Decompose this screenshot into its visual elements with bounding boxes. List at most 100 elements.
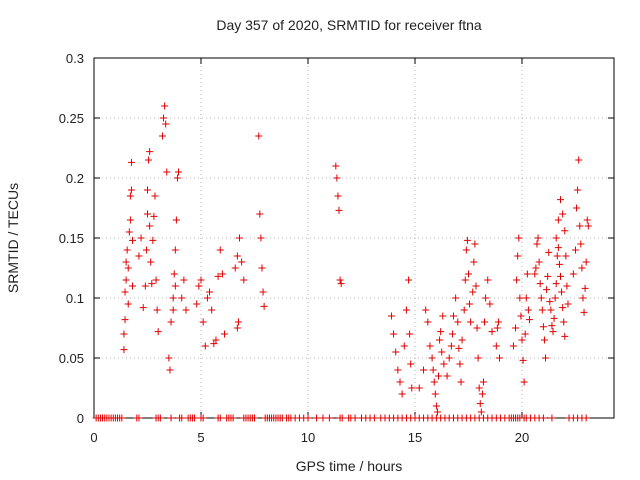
data-point [454, 318, 462, 326]
data-point [569, 270, 577, 278]
data-point [173, 174, 181, 182]
data-point [147, 258, 155, 266]
data-point [430, 378, 438, 386]
data-point [145, 156, 153, 164]
data-point [407, 360, 415, 368]
data-point [426, 342, 434, 350]
data-point [405, 276, 413, 284]
data-point [452, 294, 460, 302]
data-point [122, 276, 130, 284]
data-point [548, 322, 556, 330]
data-point [552, 280, 560, 288]
data-point [450, 312, 458, 320]
data-point [258, 264, 266, 272]
data-point [563, 282, 571, 290]
data-point [484, 276, 492, 284]
data-point [139, 304, 147, 312]
baseline-point [199, 414, 207, 422]
data-point [514, 252, 522, 260]
data-point [125, 228, 133, 236]
data-point [180, 276, 188, 284]
data-point [564, 300, 572, 308]
data-point [129, 236, 137, 244]
data-point [547, 306, 555, 314]
data-point [127, 158, 135, 166]
data-point [408, 384, 416, 392]
data-point [544, 272, 552, 280]
data-point [576, 222, 584, 230]
data-point [121, 316, 129, 324]
data-point [332, 162, 340, 170]
data-point [231, 264, 239, 272]
data-point [135, 252, 143, 260]
data-point [456, 360, 464, 368]
axis-tick-labels: 0 5 10 15 20 0 0.05 0.1 0.15 0.2 0.25 0.3 [59, 51, 530, 445]
data-point [518, 336, 526, 344]
data-point [208, 306, 216, 314]
data-point [445, 354, 453, 362]
data-point [146, 148, 154, 156]
y-tick-label: 0.2 [66, 171, 84, 186]
data-point [178, 294, 186, 302]
data-point [476, 400, 484, 408]
data-point [496, 354, 504, 362]
data-point [161, 102, 169, 110]
data-point [551, 294, 559, 302]
data-point [255, 132, 263, 140]
data-point [334, 192, 342, 200]
data-point [474, 354, 482, 362]
data-point [509, 342, 517, 350]
baseline-point [135, 414, 143, 422]
data-point [172, 216, 180, 224]
baseline-point [370, 414, 378, 422]
data-point [537, 294, 545, 302]
data-point [238, 258, 246, 266]
data-point [233, 324, 241, 332]
data-point [394, 366, 402, 374]
data-point [126, 216, 134, 224]
y-tick-label: 0.25 [59, 111, 84, 126]
data-point [486, 300, 494, 308]
data-point [549, 328, 557, 336]
data-point [218, 270, 226, 278]
data-point [463, 236, 471, 244]
baseline-point [191, 414, 199, 422]
data-point [533, 240, 541, 248]
data-point [257, 234, 265, 242]
data-point [256, 210, 264, 218]
data-point [221, 330, 229, 338]
data-point [122, 258, 130, 266]
data-point [575, 156, 583, 164]
data-point [400, 342, 408, 350]
data-point [584, 222, 592, 230]
data-point [160, 114, 168, 122]
data-point [462, 246, 470, 254]
data-point [464, 270, 472, 278]
data-point [392, 348, 400, 356]
x-tick-label: 5 [197, 430, 204, 445]
data-point [554, 216, 562, 224]
data-point [458, 336, 466, 344]
data-point [167, 318, 175, 326]
data-point [557, 196, 565, 204]
data-point [539, 323, 547, 331]
data-point [545, 248, 553, 256]
data-point [532, 264, 540, 272]
data-point [234, 318, 242, 326]
data-point [538, 306, 546, 314]
data-point [553, 252, 561, 260]
data-point [406, 330, 414, 338]
data-point [203, 294, 211, 302]
data-point [170, 270, 178, 278]
grid-lines [94, 58, 614, 418]
data-point [582, 258, 590, 266]
y-tick-label: 0.1 [66, 291, 84, 306]
data-point [531, 270, 539, 278]
data-point [540, 336, 548, 344]
baseline-point [229, 414, 237, 422]
data-point [535, 258, 543, 266]
data-point [559, 304, 567, 312]
data-point [149, 236, 157, 244]
data-point [466, 300, 474, 308]
data-point [557, 272, 565, 280]
